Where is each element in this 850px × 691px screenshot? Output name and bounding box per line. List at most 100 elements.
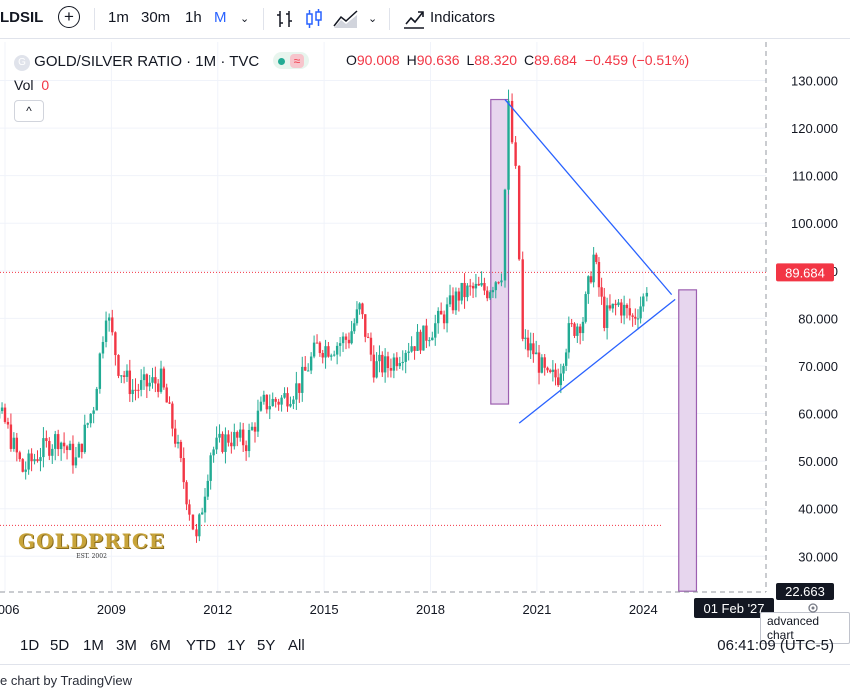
volume-label: Vol (14, 77, 34, 93)
candle-body (634, 316, 637, 319)
range-All[interactable]: All (288, 637, 305, 654)
logo-brand: GOLDPRICE (18, 529, 166, 553)
candle-body (256, 410, 260, 432)
candle-body (398, 363, 401, 367)
candle-body (209, 455, 212, 481)
bar-chart-icon[interactable] (276, 9, 294, 29)
chevron-down-icon[interactable]: ⌄ (240, 13, 250, 25)
close-label: C (523, 52, 535, 68)
candle-body (268, 406, 271, 410)
market-status[interactable]: ≈ (273, 52, 310, 69)
range-5Y[interactable]: 5Y (257, 637, 276, 654)
clock[interactable]: 06:41:09 (UTC-5) (717, 637, 834, 654)
candle-body (9, 424, 13, 449)
candle-body (366, 336, 370, 338)
candle-body (221, 433, 224, 452)
symbol-label[interactable]: LDSIL (0, 9, 44, 26)
candle-body (597, 262, 601, 288)
candle-body (457, 291, 461, 301)
candle-body (471, 285, 475, 289)
range-1Y[interactable]: 1Y (227, 637, 246, 654)
interval-1m[interactable]: 1m (108, 9, 129, 26)
candle-body (241, 429, 245, 446)
range-1D[interactable]: 1D (20, 637, 40, 654)
candle-body (15, 437, 19, 453)
indicators-button[interactable]: Indicators (430, 9, 496, 26)
y-tick-label: 100.000 (791, 216, 838, 231)
candle-body (236, 432, 239, 438)
interval-1M[interactable]: M (214, 9, 227, 26)
x-tick-label: 2006 (0, 602, 19, 617)
candle-body (576, 326, 579, 336)
candle-body (171, 403, 174, 429)
candle-body (80, 443, 84, 453)
x-tick-label: 2018 (416, 602, 445, 617)
candle-body (125, 370, 129, 377)
candle-body (567, 323, 571, 353)
candle-body (454, 291, 458, 311)
candle-body (253, 426, 257, 432)
candle-body (6, 421, 10, 425)
candle-body (227, 434, 230, 443)
range-6M[interactable]: 6M (150, 637, 171, 654)
candle-body (620, 302, 623, 316)
candle-body (27, 453, 30, 470)
candle-body (494, 282, 497, 291)
chart-panel[interactable]: 130.000120.000110.000100.00090.00080.000… (0, 42, 850, 632)
candle-body (174, 428, 177, 444)
candle-body (497, 282, 500, 284)
candle-body (389, 368, 393, 371)
candle-body (407, 351, 410, 353)
candle-body (404, 352, 407, 362)
candle-body (274, 398, 277, 402)
candle-body (224, 434, 227, 452)
candlestick-series (0, 89, 649, 543)
candle-body (410, 346, 413, 352)
candle-body (570, 323, 573, 325)
candles-icon[interactable] (305, 9, 323, 29)
candle-body (104, 320, 108, 342)
series-title[interactable]: GOLD/SILVER RATIO · 1M · TVC (34, 53, 260, 70)
candle-body (413, 346, 416, 351)
high-value: 90.636 (416, 52, 460, 68)
price-chart[interactable]: 130.000120.000110.000100.00090.00080.000… (0, 42, 850, 632)
range-1M[interactable]: 1M (83, 637, 104, 654)
candle-body (162, 368, 166, 388)
candle-body (318, 342, 322, 354)
candle-body (611, 303, 614, 309)
indicators-icon[interactable] (403, 9, 425, 29)
last-price-badge (776, 263, 834, 282)
candle-body (212, 449, 215, 456)
interval-1h[interactable]: 1h (185, 9, 202, 26)
settings-gear-icon[interactable] (806, 601, 820, 615)
candle-body (71, 443, 75, 466)
candle-body (437, 310, 440, 324)
collapse-legend-button[interactable]: ^ (14, 100, 44, 122)
candle-body (401, 361, 404, 364)
candle-body (614, 303, 617, 306)
area-chart-icon[interactable] (333, 9, 359, 29)
candle-body (600, 287, 603, 297)
footer-credit[interactable]: e chart by TradingView (0, 673, 132, 688)
candle-body (639, 306, 642, 319)
candle-body (466, 285, 469, 298)
range-YTD[interactable]: YTD (186, 637, 216, 654)
x-tick-label: 2009 (97, 602, 126, 617)
candle-body (289, 403, 292, 407)
add-symbol-icon[interactable]: + (58, 6, 80, 28)
candle-body (244, 445, 248, 452)
candle-body (578, 326, 582, 334)
candle-body (517, 165, 521, 260)
highlight-boxes (490, 98, 698, 592)
interval-30m[interactable]: 30m (141, 9, 171, 26)
chevron-down-icon[interactable]: ⌄ (368, 13, 378, 25)
range-3M[interactable]: 3M (116, 637, 137, 654)
range-5D[interactable]: 5D (50, 637, 70, 654)
candle-body (524, 337, 527, 339)
candle-body (233, 432, 236, 447)
y-tick-label: 130.000 (791, 74, 838, 89)
volume-legend: Vol 0 (14, 77, 49, 93)
candle-body (188, 504, 191, 515)
candle-body (617, 302, 620, 306)
candle-body (65, 446, 69, 450)
